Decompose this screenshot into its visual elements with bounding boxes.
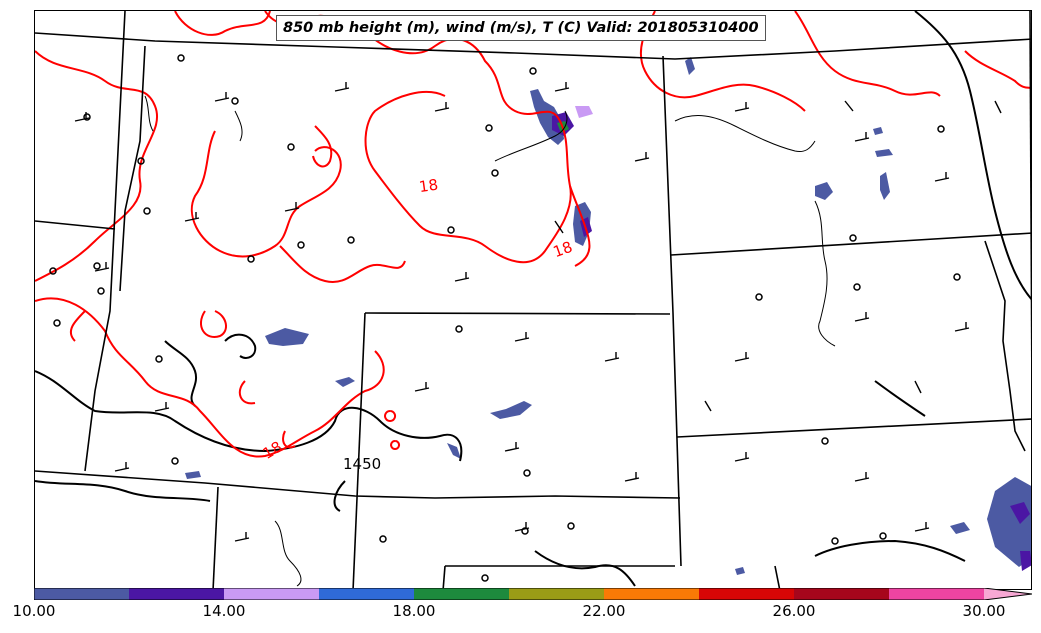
temperature-contour-label: 18 xyxy=(551,238,575,261)
colorbar-segment xyxy=(319,588,414,600)
colorbar-segment xyxy=(414,588,509,600)
colorbar-extension-arrow xyxy=(984,588,1032,600)
colorbar-segment xyxy=(129,588,224,600)
colorbar xyxy=(34,588,1032,600)
colorbar-tick-label: 14.00 xyxy=(202,602,246,620)
temperature-contour-label: 18 xyxy=(418,176,439,196)
colorbar-segment xyxy=(889,588,984,600)
temperature-contour-label: 18 xyxy=(260,438,286,463)
colorbar-segment xyxy=(794,588,889,600)
colorbar-segment xyxy=(34,588,129,600)
colorbar-tick-label: 26.00 xyxy=(772,602,816,620)
colorbar-segment xyxy=(699,588,794,600)
state-borders xyxy=(35,11,1031,589)
map-canvas: 18 18 18 1450 xyxy=(35,11,1031,589)
temperature-contours xyxy=(35,11,1031,458)
map-panel: 18 18 18 1450 xyxy=(34,10,1032,590)
precip-shading xyxy=(185,57,1031,575)
colorbar-segment xyxy=(224,588,319,600)
colorbar-segment xyxy=(509,588,604,600)
wind-barbs xyxy=(74,82,1002,542)
precip-shading-heavy xyxy=(552,106,1031,571)
colorbar-tick-label: 22.00 xyxy=(582,602,626,620)
contour-labels: 18 18 18 1450 xyxy=(260,176,575,473)
map-title: 850 mb height (m), wind (m/s), T (C) Val… xyxy=(276,15,766,41)
colorbar-tick-label: 18.00 xyxy=(392,602,436,620)
rivers xyxy=(144,95,836,587)
colorbar-outline xyxy=(34,588,1032,600)
colorbar-segment xyxy=(604,588,699,600)
height-contour-label: 1450 xyxy=(343,455,381,473)
colorbar-tick-label: 30.00 xyxy=(962,602,1006,620)
colorbar-tick-label: 10.00 xyxy=(12,602,56,620)
station-circles xyxy=(49,54,961,582)
